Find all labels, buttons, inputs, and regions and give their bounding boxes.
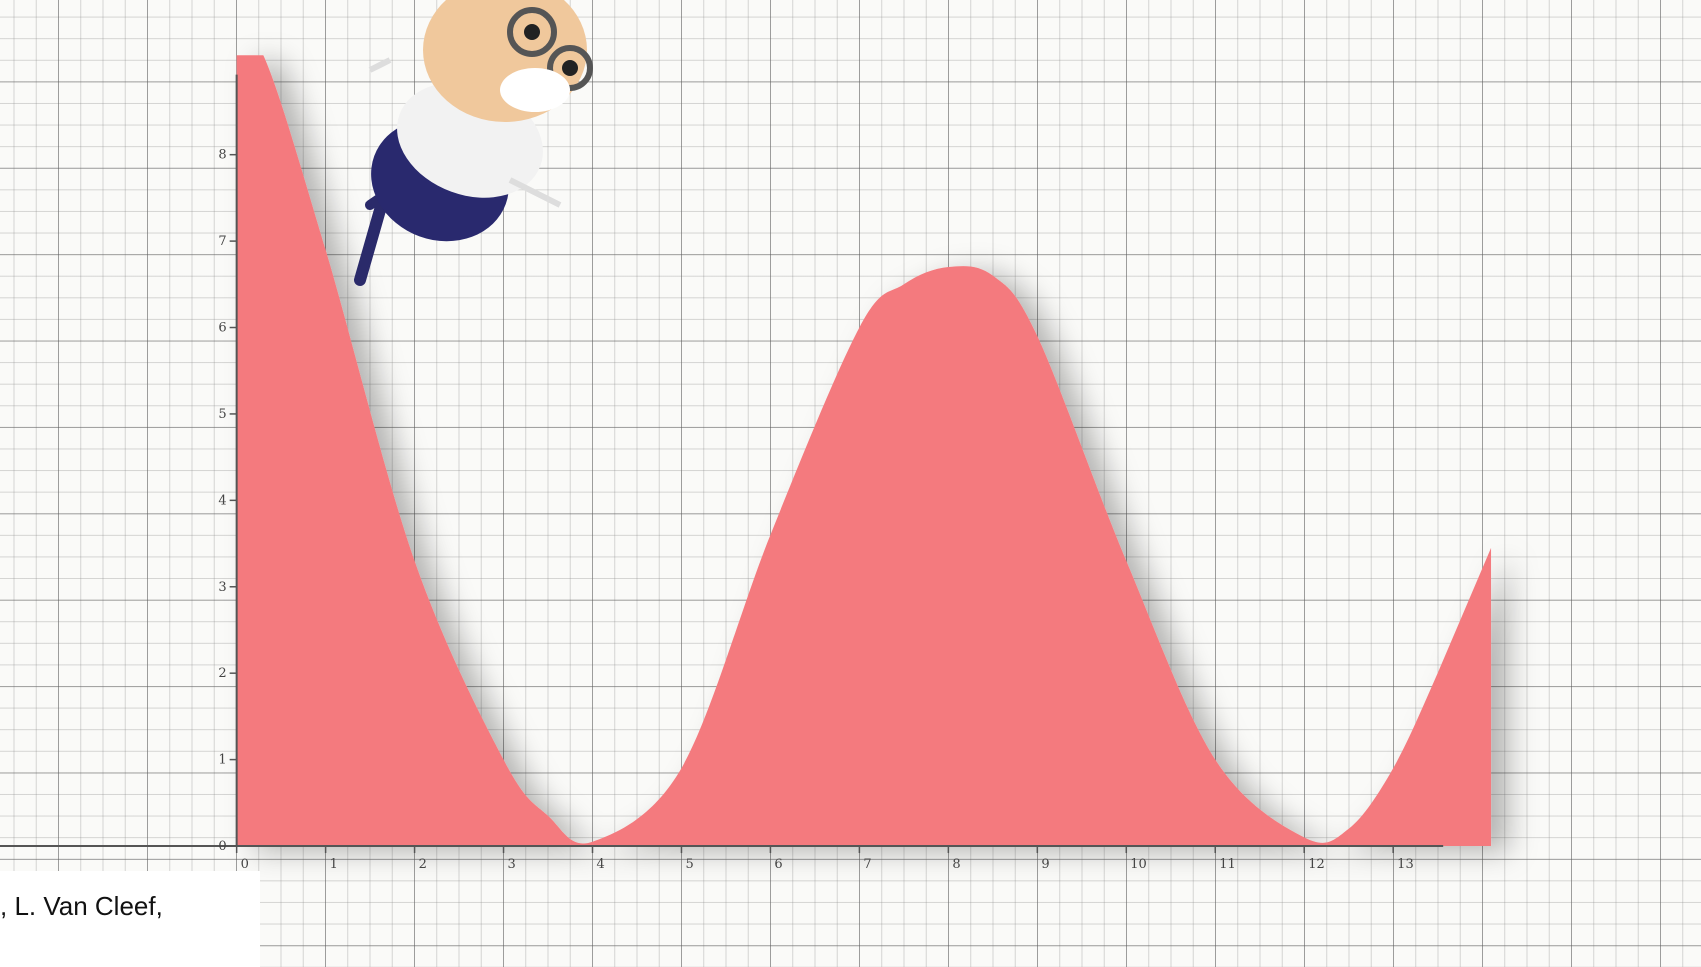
y-tick-label: 3 [218, 580, 226, 595]
x-tick-label: 11 [1219, 857, 1236, 872]
y-tick-label: 5 [218, 407, 226, 422]
caption: , L. Van Cleef, [0, 871, 260, 967]
y-tick-label: 4 [218, 493, 226, 508]
page: 012345678910111213012345678 , L. Van Cle… [0, 0, 1701, 967]
y-tick-label: 0 [218, 839, 226, 854]
x-tick-label: 4 [597, 857, 605, 872]
professor-character [354, 0, 590, 280]
x-tick-label: 8 [952, 857, 960, 872]
x-tick-label: 10 [1130, 857, 1147, 872]
x-tick-label: 0 [241, 857, 249, 872]
y-tick-label: 7 [218, 234, 226, 249]
y-tick-label: 8 [218, 148, 226, 163]
y-tick-label: 6 [218, 321, 226, 336]
x-tick-label: 3 [508, 857, 516, 872]
chart: 012345678910111213012345678 [0, 0, 1701, 967]
y-tick-label: 2 [218, 666, 226, 681]
x-tick-label: 9 [1041, 857, 1049, 872]
x-tick-label: 2 [419, 857, 427, 872]
x-tick-label: 1 [330, 857, 338, 872]
x-tick-label: 6 [774, 857, 782, 872]
x-tick-label: 12 [1308, 857, 1325, 872]
x-tick-label: 5 [685, 857, 693, 872]
x-tick-label: 7 [863, 857, 871, 872]
y-tick-label: 1 [218, 753, 226, 768]
x-tick-label: 13 [1397, 857, 1414, 872]
